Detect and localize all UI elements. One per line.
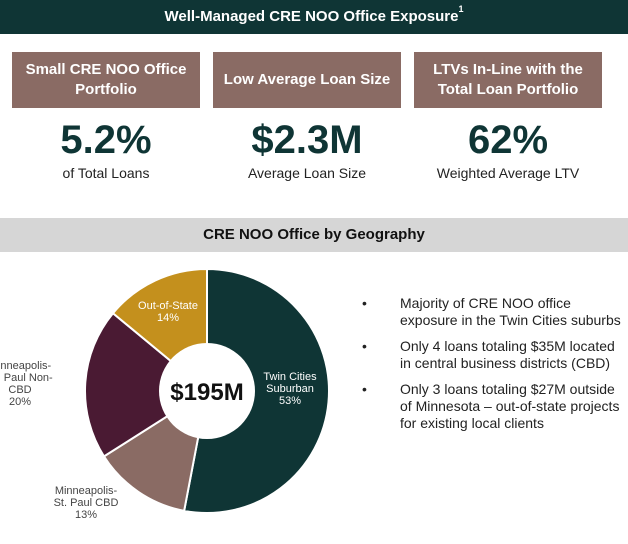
bullet-marker: • [362, 338, 367, 354]
pie-center-total: $195M [170, 379, 243, 406]
stat-value-portfolio: 5.2% [60, 118, 152, 162]
stat-label-loan-size: Low Average Loan Size [213, 52, 401, 108]
pie-slice-minneapolis-st-paul-non-cbd [84, 311, 209, 458]
stat-value-loan-size: $2.3M [251, 118, 363, 162]
bullet-text: Majority of CRE NOO office exposure in t… [400, 295, 621, 328]
geography-bullet-list: • Majority of CRE NOO office exposure in … [362, 295, 622, 441]
pie-slice-label: Minneapolis-St. Paul CBD 13% [54, 485, 119, 521]
geography-title-banner: CRE NOO Office by Geography [0, 218, 628, 252]
pie-slice-label: Twin Cities Suburban 53% [263, 371, 317, 407]
bullet-item: • Majority of CRE NOO office exposure in … [362, 295, 622, 329]
stat-caption-portfolio: of Total Loans [62, 165, 150, 181]
geography-title: CRE NOO Office by Geography [203, 226, 425, 243]
stat-label-portfolio: Small CRE NOO Office Portfolio [12, 52, 200, 108]
stat-label-ltv: LTVs In-Line with the Total Loan Portfol… [414, 52, 602, 108]
pie-slice-twin-cities-suburban [182, 267, 330, 514]
pie-center-hole [159, 343, 255, 439]
exposure-title: Well-Managed CRE NOO Office Exposure [164, 8, 459, 25]
stat-value-ltv: 62% [467, 118, 549, 162]
bullet-item: • Only 4 loans totaling $35M located in c… [362, 338, 622, 372]
bullet-text: Only 4 loans totaling $35M located in ce… [400, 338, 615, 371]
bullet-marker: • [362, 295, 367, 311]
exposure-title-banner: Well-Managed CRE NOO Office Exposure1 [0, 0, 628, 34]
footnote-marker: 1 [458, 4, 464, 14]
bullet-marker: • [362, 381, 367, 397]
pie-slice-label: Out-of-State 14% [138, 300, 198, 324]
stat-caption-ltv: Weighted Average LTV [436, 165, 580, 181]
bullet-text: Only 3 loans totaling $27M outside of Mi… [400, 381, 620, 431]
bullet-item: • Only 3 loans totaling $27M outside of M… [362, 381, 622, 432]
stat-caption-loan-size: Average Loan Size [247, 165, 367, 181]
geography-pie-chart: $195M Twin Cities Suburban 53% Minneapolis-… [0, 267, 330, 521]
